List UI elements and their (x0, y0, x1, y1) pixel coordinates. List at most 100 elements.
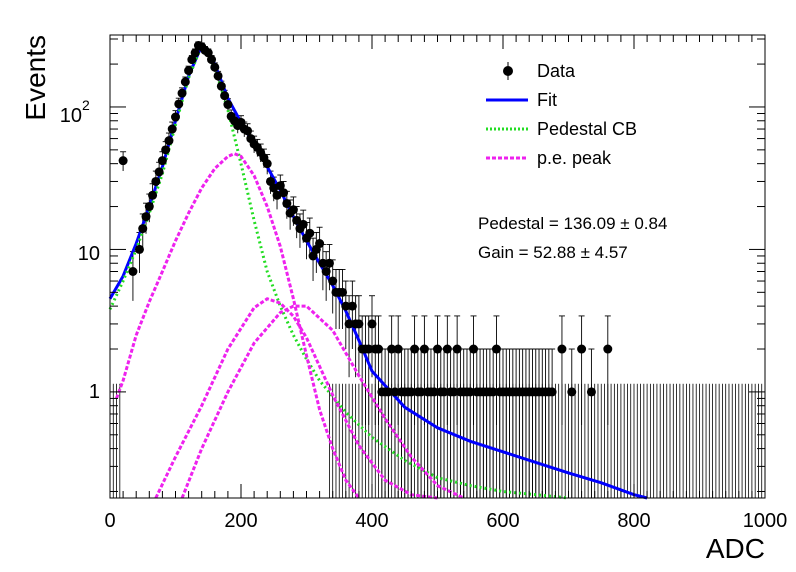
data-point (154, 167, 164, 177)
x-tick-label-0: 0 (104, 510, 115, 532)
data-point (416, 387, 426, 397)
annotation-pedestal: Pedestal = 136.09 ± 0.84 (478, 214, 667, 233)
data-point (190, 48, 200, 58)
x-tick-label-800: 800 (617, 510, 650, 532)
data-point (174, 99, 184, 109)
data-point (288, 205, 298, 215)
data-point (236, 117, 246, 127)
data-point (449, 387, 459, 397)
data-point (439, 387, 449, 397)
data-point (393, 344, 403, 354)
curve-p-e-peak-3 (180, 304, 465, 500)
data-point (213, 71, 223, 81)
data-point (491, 344, 501, 354)
data-point (141, 212, 151, 222)
data-point (223, 100, 233, 110)
data-point (184, 66, 194, 76)
data-point (419, 344, 429, 354)
data-point (603, 344, 613, 354)
legend-entry-fit: Fit (486, 90, 557, 110)
y-tick-label-10: 10 (78, 243, 100, 265)
annotation-pedestal-pm: ± (620, 214, 629, 233)
data-point (374, 344, 384, 354)
data-point (157, 156, 167, 166)
data-point (354, 319, 364, 329)
data-point (305, 228, 315, 238)
annotation-gain-err: 4.57 (595, 243, 628, 262)
data-point (383, 387, 393, 397)
data-point (469, 344, 479, 354)
data-point (164, 136, 174, 146)
data-point (387, 344, 397, 354)
data-point (216, 81, 226, 91)
data-point (138, 224, 148, 234)
data-point (118, 156, 128, 166)
data-point (262, 159, 272, 169)
data-point (390, 387, 400, 397)
data-point (203, 48, 213, 58)
x-tick-label-600: 600 (486, 510, 519, 532)
data-point (442, 344, 452, 354)
y-tick-label-100: 10 (60, 105, 82, 127)
data-point (324, 258, 334, 268)
annotation-gain-pm: ± (581, 243, 590, 262)
legend-label-pedestal: Pedestal CB (537, 119, 637, 139)
data-point (243, 126, 253, 136)
data-point (151, 176, 161, 186)
data-point (367, 319, 377, 329)
annotation-pedestal-err: 0.84 (634, 214, 667, 233)
data-point (488, 387, 498, 397)
data-point (452, 344, 462, 354)
data-point (171, 112, 180, 122)
data-point (144, 202, 154, 212)
data-point (167, 124, 177, 134)
data-point (547, 387, 557, 397)
data-point (321, 267, 331, 277)
data-point (315, 239, 325, 249)
data-point (161, 145, 171, 155)
data-point (433, 344, 442, 354)
legend: Data Fit Pedestal CB p.e. peak (486, 61, 637, 168)
data-point (177, 88, 187, 98)
data-point (148, 190, 158, 200)
data-point (220, 91, 230, 101)
data-point (207, 55, 217, 65)
data-point (347, 301, 357, 311)
data-point (586, 387, 596, 397)
data-point (344, 319, 354, 329)
annotation-gain-value: Gain = 52.88 (478, 243, 576, 262)
data-point (328, 276, 338, 286)
annotation-gain: Gain = 52.88 ± 4.57 (478, 243, 628, 262)
data-point (187, 55, 197, 65)
data-point (410, 344, 420, 354)
data-point (180, 77, 190, 87)
data-point (567, 387, 577, 397)
annotation-pedestal-value: Pedestal = 136.09 (478, 214, 616, 233)
legend-entry-data: Data (503, 61, 576, 81)
legend-label-data: Data (537, 61, 576, 81)
x-tick-label-1000: 1000 (743, 510, 788, 532)
data-point (364, 344, 374, 354)
x-tick-label-200: 200 (224, 510, 257, 532)
legend-label-pe-peak: p.e. peak (537, 148, 612, 168)
legend-data-marker (503, 66, 513, 76)
y-tick-label-100-exponent: 2 (82, 97, 90, 113)
data-point (292, 215, 302, 225)
legend-entry-pe-peak: p.e. peak (486, 148, 612, 168)
x-tick-label-400: 400 (355, 510, 388, 532)
data-point (128, 267, 138, 277)
x-axis-title: ADC (706, 533, 765, 564)
data-point (298, 219, 308, 229)
x-axis-ticks (109, 35, 766, 498)
y-axis-title: Events (20, 35, 51, 121)
curve-p-e-peak-1 (115, 152, 361, 499)
legend-label-fit: Fit (537, 90, 557, 110)
data-point (275, 181, 285, 191)
data-point (465, 387, 475, 397)
data-point (557, 344, 567, 354)
legend-entry-pedestal: Pedestal CB (486, 119, 637, 139)
data-point (341, 301, 351, 311)
data-point (429, 387, 439, 397)
data-point (338, 287, 348, 297)
data-point (318, 258, 328, 268)
